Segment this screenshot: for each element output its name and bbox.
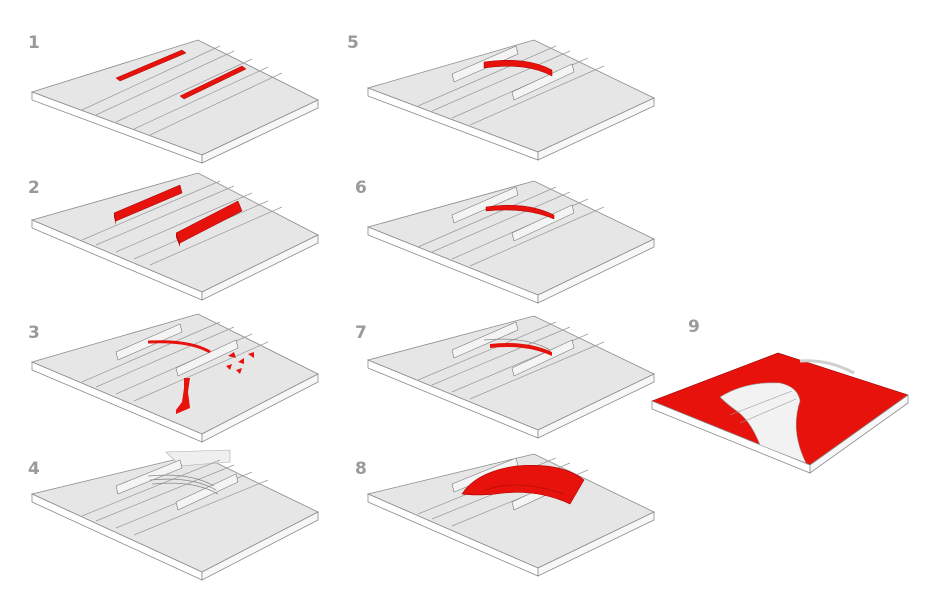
terrain-slab <box>32 454 318 580</box>
panel-step-2 <box>30 185 320 315</box>
panel-step-9 <box>650 335 912 485</box>
panel-step-4 <box>30 458 320 598</box>
panel-step-3 <box>30 322 320 452</box>
terrain-slab <box>368 40 654 160</box>
terrain-slab <box>368 316 654 438</box>
panel-step-5 <box>366 40 656 170</box>
step-label-5: 5 <box>347 33 359 53</box>
panel-step-6 <box>366 185 656 315</box>
panel-step-1 <box>30 40 320 170</box>
terrain-slab <box>32 40 318 163</box>
step-label-9: 9 <box>688 317 700 337</box>
terrain-slab <box>368 181 654 303</box>
panel-step-8 <box>366 458 656 598</box>
panel-step-7 <box>366 322 656 452</box>
